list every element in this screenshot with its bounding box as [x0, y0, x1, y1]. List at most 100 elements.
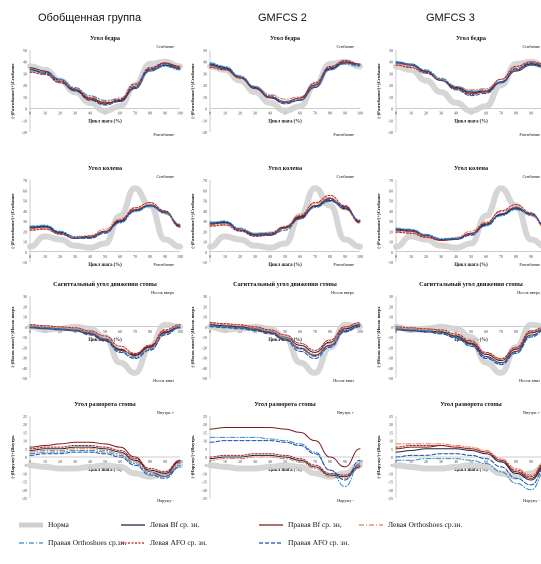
annotation-positive: Внутрь +: [157, 410, 174, 415]
x-tick-label: 20: [58, 254, 62, 259]
y-tick-label: 25: [389, 414, 393, 419]
y-tick-label: 20: [389, 304, 393, 309]
series-line-afo_left: [395, 204, 541, 241]
x-tick-label: 20: [238, 111, 242, 116]
x-axis-label: Цикл шага (%): [268, 468, 302, 473]
annotation-positive: Сгибание: [522, 44, 540, 49]
x-tick-label: 70: [313, 329, 317, 334]
x-tick-label: 70: [499, 111, 503, 116]
y-tick-label: 25: [23, 414, 27, 419]
x-tick-label: 90: [163, 329, 167, 334]
x-tick-label: 40: [88, 111, 92, 116]
y-tick-label: 50: [23, 48, 27, 53]
x-tick-label: 90: [343, 459, 347, 464]
y-tick-label: 70: [23, 178, 27, 183]
series-line-ortho_left: [395, 443, 541, 476]
annotation-positive: Внутрь +: [523, 410, 540, 415]
x-axis-label: Цикл шага (%): [454, 120, 488, 125]
series-line-ortho_right: [29, 449, 181, 478]
x-tick-label: 100: [177, 111, 183, 116]
y-tick-label: 20: [23, 304, 27, 309]
chart-panel: Угол разворота стопы-25-20-15-10-5051015…: [190, 401, 363, 503]
x-tick-label: 40: [268, 111, 272, 116]
y-tick-label: 50: [203, 199, 207, 204]
y-tick-label: -20: [202, 130, 207, 135]
y-tick-label: -10: [202, 260, 207, 265]
y-tick-label: 30: [203, 219, 207, 224]
y-tick-label: -10: [202, 335, 207, 340]
y-tick-label: 40: [389, 209, 393, 214]
y-tick-label: -20: [202, 488, 207, 493]
x-tick-label: 10: [43, 254, 47, 259]
y-axis-label: (-)Наружу/(+)Внутрь: [190, 435, 195, 479]
series-line-afo_right: [209, 61, 361, 105]
annotation-negative: Носок вниз: [153, 378, 174, 383]
legend-swatch: [359, 523, 383, 526]
x-tick-label: 60: [298, 111, 302, 116]
y-axis-label: (-)Наружу/(+)Внутрь: [376, 435, 381, 479]
y-tick-label: 0: [205, 107, 207, 112]
annotation-negative: Носок вниз: [333, 378, 354, 383]
y-tick-label: 20: [389, 83, 393, 88]
series-line-ortho_left: [395, 327, 541, 361]
y-tick-label: 20: [23, 83, 27, 88]
x-tick-label: 40: [88, 254, 92, 259]
x-tick-label: 20: [238, 254, 242, 259]
x-tick-label: 0: [29, 459, 31, 464]
y-axis-label: (-)Носок вниз/(+)Носок вверх: [10, 306, 15, 368]
x-tick-label: 80: [514, 459, 518, 464]
x-tick-label: 90: [163, 254, 167, 259]
y-tick-label: 40: [23, 60, 27, 65]
y-tick-label: 0: [391, 107, 393, 112]
y-tick-label: -30: [388, 356, 393, 361]
x-tick-label: 10: [409, 254, 413, 259]
y-tick-label: 20: [389, 229, 393, 234]
x-axis-label: Цикл шага (%): [454, 338, 488, 343]
series-line-norm: [393, 58, 541, 114]
series-line-norm: [393, 462, 541, 480]
series-line-ortho_right: [395, 328, 541, 365]
y-tick-label: -50: [22, 376, 27, 381]
y-tick-label: 15: [389, 430, 393, 435]
y-tick-label: 30: [389, 294, 393, 299]
y-tick-label: 5: [391, 447, 393, 452]
x-axis-label: Цикл шага (%): [88, 468, 122, 473]
x-axis-label: Цикл шага (%): [454, 468, 488, 473]
series-line-afo_right: [29, 205, 181, 239]
chart-title: Угол колена: [88, 165, 122, 172]
chart-panel: Угол разворота стопы-25-20-15-10-5051015…: [10, 401, 183, 503]
x-tick-label: 10: [223, 254, 227, 259]
x-tick-label: 40: [454, 254, 458, 259]
series-line-ortho_left: [395, 206, 541, 240]
x-tick-label: 50: [103, 329, 107, 334]
y-axis-label: (-)Разгибание/(+)Сгибание: [376, 193, 381, 248]
x-tick-label: 30: [73, 254, 77, 259]
series-line-ortho_right: [29, 326, 181, 359]
x-axis-label: Цикл шага (%): [268, 263, 302, 268]
series-line-afo_right: [395, 329, 541, 366]
y-tick-label: -30: [22, 356, 27, 361]
y-tick-label: 30: [389, 219, 393, 224]
x-tick-label: 60: [118, 254, 122, 259]
series-line-afo_left: [29, 324, 181, 354]
y-tick-label: -20: [202, 345, 207, 350]
series-line-bf_left: [209, 454, 361, 478]
series-line-afo_left: [29, 445, 181, 473]
series-line-ortho_right: [395, 209, 541, 239]
x-tick-label: 60: [298, 329, 302, 334]
x-tick-label: 90: [529, 254, 533, 259]
x-tick-label: 80: [328, 459, 332, 464]
x-tick-label: 50: [469, 254, 473, 259]
x-tick-label: 20: [58, 111, 62, 116]
y-tick-label: 30: [23, 219, 27, 224]
legend-item-afo_left: Левая AFO ср. зн.: [120, 538, 207, 547]
series-line-bf_left: [29, 446, 181, 474]
y-tick-label: 40: [389, 60, 393, 65]
y-tick-label: 15: [203, 430, 207, 435]
y-tick-label: -20: [388, 488, 393, 493]
annotation-positive: Носок вверх: [151, 290, 175, 295]
y-tick-label: 20: [23, 229, 27, 234]
series-line-afo_left: [395, 445, 541, 478]
x-tick-label: 100: [357, 254, 363, 259]
